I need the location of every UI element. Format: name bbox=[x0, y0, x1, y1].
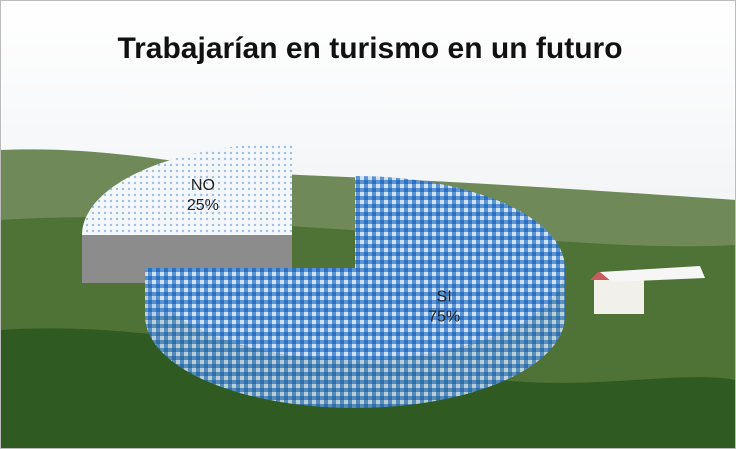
slice-value-label: 75% bbox=[428, 308, 460, 325]
building bbox=[594, 278, 644, 314]
slice-category-label: NO bbox=[191, 177, 215, 194]
slice-category-label: SI bbox=[437, 288, 452, 305]
slice-value-label: 25% bbox=[187, 197, 219, 214]
chart-title: Trabajarían en turismo en un futuro bbox=[117, 32, 622, 65]
chart: Trabajarían en turismo en un futuro NO 25… bbox=[0, 0, 736, 449]
